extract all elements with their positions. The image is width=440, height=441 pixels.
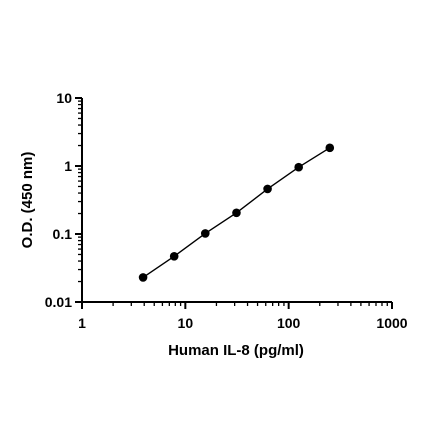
y-axis-label: O.D. (450 nm) [19,152,36,249]
y-tick-label: 0.1 [53,226,73,242]
x-tick-label: 10 [178,315,194,331]
y-tick-label: 1 [64,158,72,174]
y-tick-label: 10 [56,90,72,106]
y-tick-label: 0.01 [45,294,72,310]
data-point [325,143,335,153]
data-point [200,229,210,238]
x-tick-label: 100 [277,315,301,331]
x-axis-label: Human IL-8 (pg/ml) [168,342,304,359]
x-tick-label: 1000 [376,315,407,331]
data-point [138,273,148,282]
series-layer [138,143,335,282]
axes: 1 10 100 1000 0.01 0.1 1 10 [45,90,408,331]
x-tick-label: 1 [78,315,86,331]
data-point [169,251,179,261]
data-point [263,184,272,194]
data-point [294,162,303,172]
data-point [232,208,241,218]
